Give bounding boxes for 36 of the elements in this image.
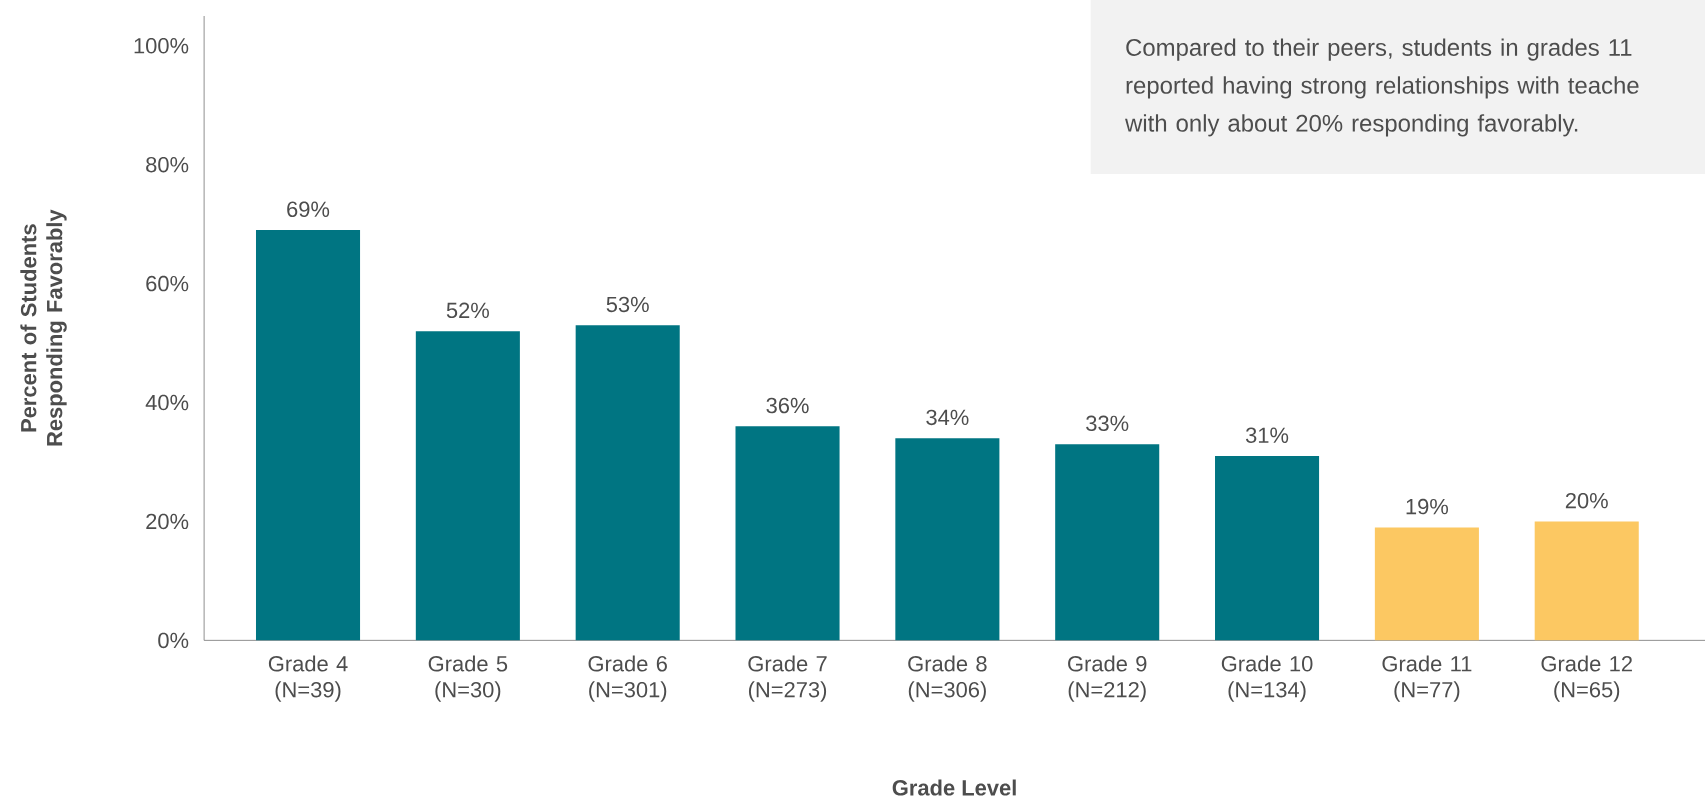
x-tick-label: Grade 7 (N=273) bbox=[748, 655, 827, 702]
y-tick-label: 40% bbox=[145, 394, 189, 411]
bar bbox=[415, 330, 520, 641]
bar bbox=[255, 229, 361, 641]
bar bbox=[575, 324, 680, 641]
x-axis-title: Grade Level bbox=[892, 779, 1016, 796]
data-label: 19% bbox=[1406, 498, 1449, 515]
data-label: 33% bbox=[1086, 415, 1129, 431]
bar bbox=[1534, 521, 1639, 641]
x-tick-label: Grade 10 (N=134) bbox=[1221, 655, 1313, 702]
data-label: 52% bbox=[446, 302, 489, 318]
bar bbox=[1374, 527, 1479, 641]
x-tick-label: Grade 4 (N=39) bbox=[268, 655, 348, 702]
data-label: 34% bbox=[926, 409, 969, 425]
data-label: 36% bbox=[766, 397, 809, 414]
annotation: Compared to their peers, students in grades 11 reported having strong relationships with teache with only about 20% responding favorably. bbox=[1125, 38, 1639, 137]
data-label: 69% bbox=[287, 201, 330, 217]
y-tick-label: 60% bbox=[146, 275, 189, 292]
x-tick-label: Grade 12 (N=65) bbox=[1541, 655, 1632, 702]
y-tick-label: 100% bbox=[134, 37, 189, 54]
y-tick-label: 20% bbox=[146, 513, 189, 529]
x-tick-label: Grade 8 (N=306) bbox=[908, 655, 987, 702]
y-tick-label: 80% bbox=[146, 156, 189, 173]
data-label: 31% bbox=[1245, 427, 1289, 443]
y-tick-label: 0% bbox=[158, 632, 189, 648]
x-tick-label: Grade 6 (N=301) bbox=[588, 655, 667, 702]
x-tick-label: Grade 9 (N=212) bbox=[1068, 655, 1147, 702]
data-label: 53% bbox=[606, 296, 649, 312]
x-tick-label: Grade 5 (N=30) bbox=[428, 655, 508, 702]
bar bbox=[1055, 443, 1160, 641]
bar bbox=[1215, 455, 1320, 641]
y-axis-title: Percent of Students Responding Favorably bbox=[20, 209, 67, 446]
bar bbox=[735, 426, 840, 641]
x-tick-label: Grade 11 (N=77) bbox=[1382, 655, 1472, 702]
data-label: 20% bbox=[1565, 492, 1608, 509]
bar bbox=[895, 437, 1000, 641]
